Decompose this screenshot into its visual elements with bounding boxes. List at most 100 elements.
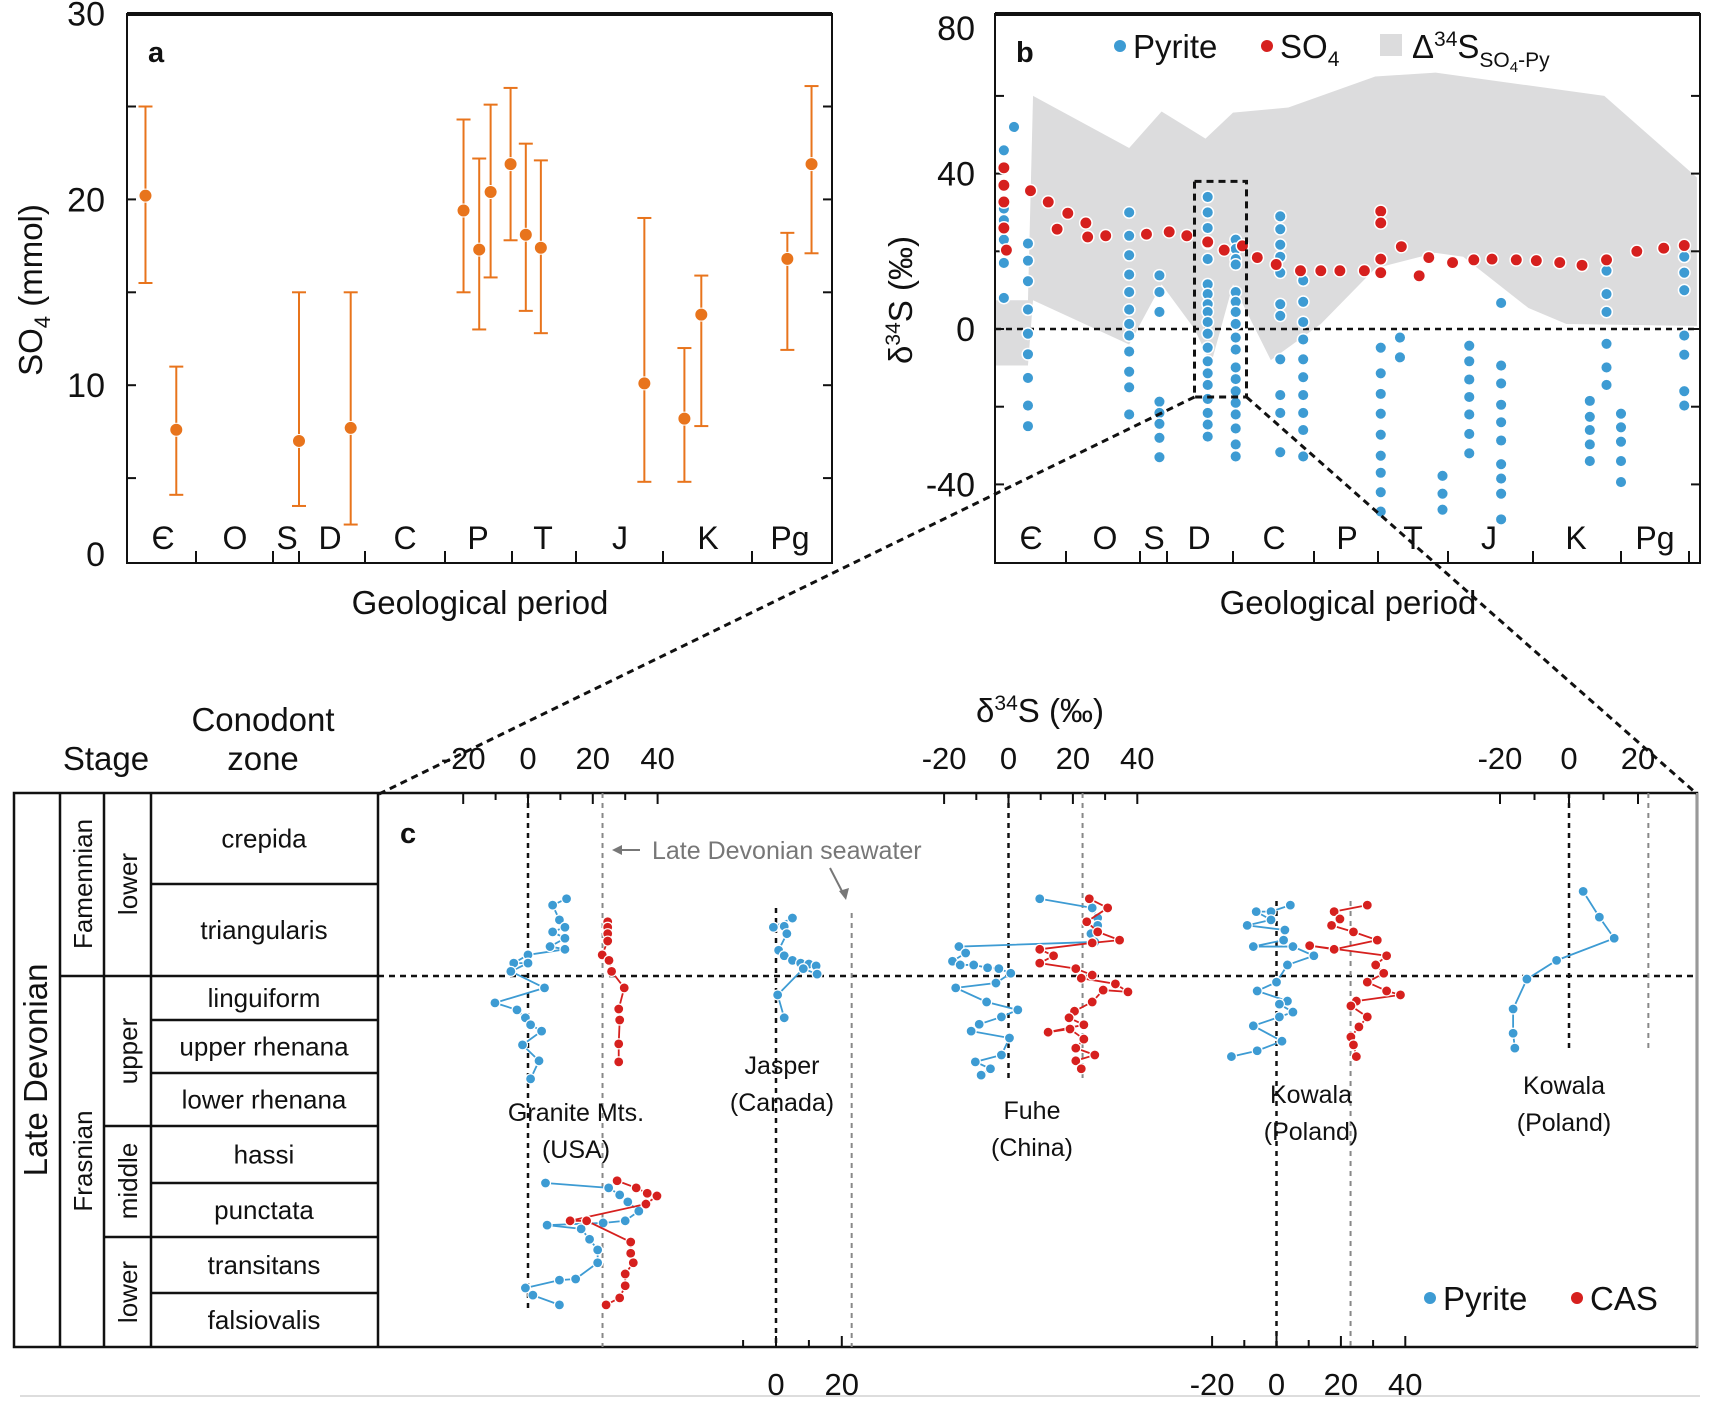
so4-point <box>1373 265 1388 280</box>
pyrite-point <box>1284 899 1296 911</box>
axis-tick-label: 20 <box>576 741 610 776</box>
pyrite-point <box>619 1215 631 1227</box>
cas-point <box>1328 943 1340 955</box>
pyrite-point <box>1296 332 1310 347</box>
pyrite-point <box>1241 919 1253 932</box>
pyrite-point <box>1273 222 1287 236</box>
pyrite-point <box>1393 350 1407 364</box>
pyrite-point <box>954 959 966 971</box>
panel-c-label: c <box>400 818 416 850</box>
so4-point <box>999 243 1014 258</box>
so4-point <box>1373 204 1388 219</box>
cas-point <box>614 1014 626 1026</box>
so4-point <box>1269 257 1284 272</box>
pyrite-point <box>1614 407 1628 421</box>
pyrite-point <box>1273 352 1287 366</box>
cas-point <box>1325 919 1338 932</box>
axis-tick-label: 20 <box>1621 741 1655 776</box>
pyrite-point <box>533 1055 545 1067</box>
highlight-box <box>1193 179 1248 399</box>
pyrite-point <box>1251 1045 1263 1057</box>
pyrite-point <box>1677 266 1691 280</box>
pyrite-point <box>1374 466 1388 480</box>
pyrite-point <box>541 1219 553 1231</box>
pyrite-point <box>570 1273 582 1285</box>
pyrite-point <box>1229 437 1243 451</box>
so4-point <box>1139 227 1154 242</box>
pyrite-point <box>811 968 823 980</box>
stage-label-famennian: Famennian <box>68 819 98 949</box>
cas-point <box>1113 934 1126 946</box>
pyrite-point <box>603 1182 615 1194</box>
series-label: Late Devonian <box>17 964 54 1177</box>
panel-a-ylabel: SO4 (mmol) <box>12 204 55 376</box>
pyrite-point <box>1296 352 1310 366</box>
panel-a-label: a <box>148 37 165 69</box>
pyrite-point <box>1374 366 1388 380</box>
pyrite-point <box>505 965 517 978</box>
site-name: Granite Mts. <box>508 1099 644 1127</box>
pyrite-point <box>1521 973 1533 985</box>
zone-label-crepida: crepida <box>221 824 307 854</box>
pyrite-point <box>1435 503 1450 517</box>
panel-b-ytick-label: 40 <box>937 156 975 194</box>
pyrite-point <box>553 1299 566 1311</box>
pyrite-point <box>1599 337 1614 351</box>
pyrite-point <box>997 291 1011 305</box>
pyrite-point <box>1677 398 1691 413</box>
pyrite-point <box>1152 450 1166 464</box>
pyrite-point <box>1494 472 1508 486</box>
cas-point <box>1089 1049 1101 1061</box>
pyrite-point <box>519 1282 532 1294</box>
fractionation-band <box>995 72 1697 366</box>
pyrite-point <box>1273 998 1285 1010</box>
so4-point <box>1445 255 1460 270</box>
pyrite-point <box>1281 959 1294 971</box>
cas-point <box>651 1190 663 1202</box>
pyrite-point <box>614 1189 626 1201</box>
pyrite-point <box>1229 384 1243 398</box>
pyrite-point <box>622 1196 634 1208</box>
substage-label: lower <box>113 853 143 915</box>
legend-band-label: Δ34SSO4-Py <box>1412 28 1550 76</box>
site-country: (Canada) <box>730 1089 834 1117</box>
so4-point <box>677 411 692 426</box>
so4-point <box>1373 252 1388 267</box>
so4-point <box>1179 228 1194 243</box>
pyrite-point <box>1614 454 1628 468</box>
pyrite-point <box>997 143 1011 157</box>
cas-point <box>619 1268 631 1280</box>
so4-point <box>1552 255 1567 270</box>
axis-tick-label: -20 <box>1190 1367 1235 1402</box>
cas-point <box>1063 1012 1075 1024</box>
cas-point <box>1086 937 1098 949</box>
cas-point <box>1353 1021 1365 1033</box>
zone-label-linguiform: linguiform <box>208 983 321 1013</box>
legend-c-cas-label: CAS <box>1590 1280 1658 1317</box>
pyrite-point <box>1201 205 1215 219</box>
axis-tick-label: -20 <box>922 741 967 776</box>
pyrite-point <box>1229 360 1243 375</box>
cas-point <box>1034 943 1046 955</box>
so4-point <box>343 420 358 435</box>
panel-a-period-label: D <box>318 520 341 556</box>
pyrite-point <box>1229 372 1243 386</box>
pyrite-point <box>1201 378 1215 392</box>
cas-point <box>1078 1033 1090 1045</box>
pyrite-point <box>1677 250 1691 264</box>
pyrite-point <box>1287 1006 1299 1018</box>
so4-point <box>1098 228 1113 243</box>
pyrite-point <box>1583 394 1597 408</box>
pyrite-point <box>1599 378 1614 392</box>
pyrite-point <box>1201 221 1215 235</box>
cas-point <box>564 1215 576 1227</box>
cas-point <box>1075 972 1087 984</box>
pyrite-point <box>1021 398 1035 413</box>
site-name: Fuhe <box>1004 1097 1061 1125</box>
zone-label-transitans: transitans <box>208 1250 321 1280</box>
pyrite-point <box>767 921 779 933</box>
pyrite-point <box>1122 365 1136 379</box>
pyrite-point <box>778 1012 790 1024</box>
pyrite-point <box>1273 238 1287 252</box>
cas-point <box>625 1247 637 1259</box>
